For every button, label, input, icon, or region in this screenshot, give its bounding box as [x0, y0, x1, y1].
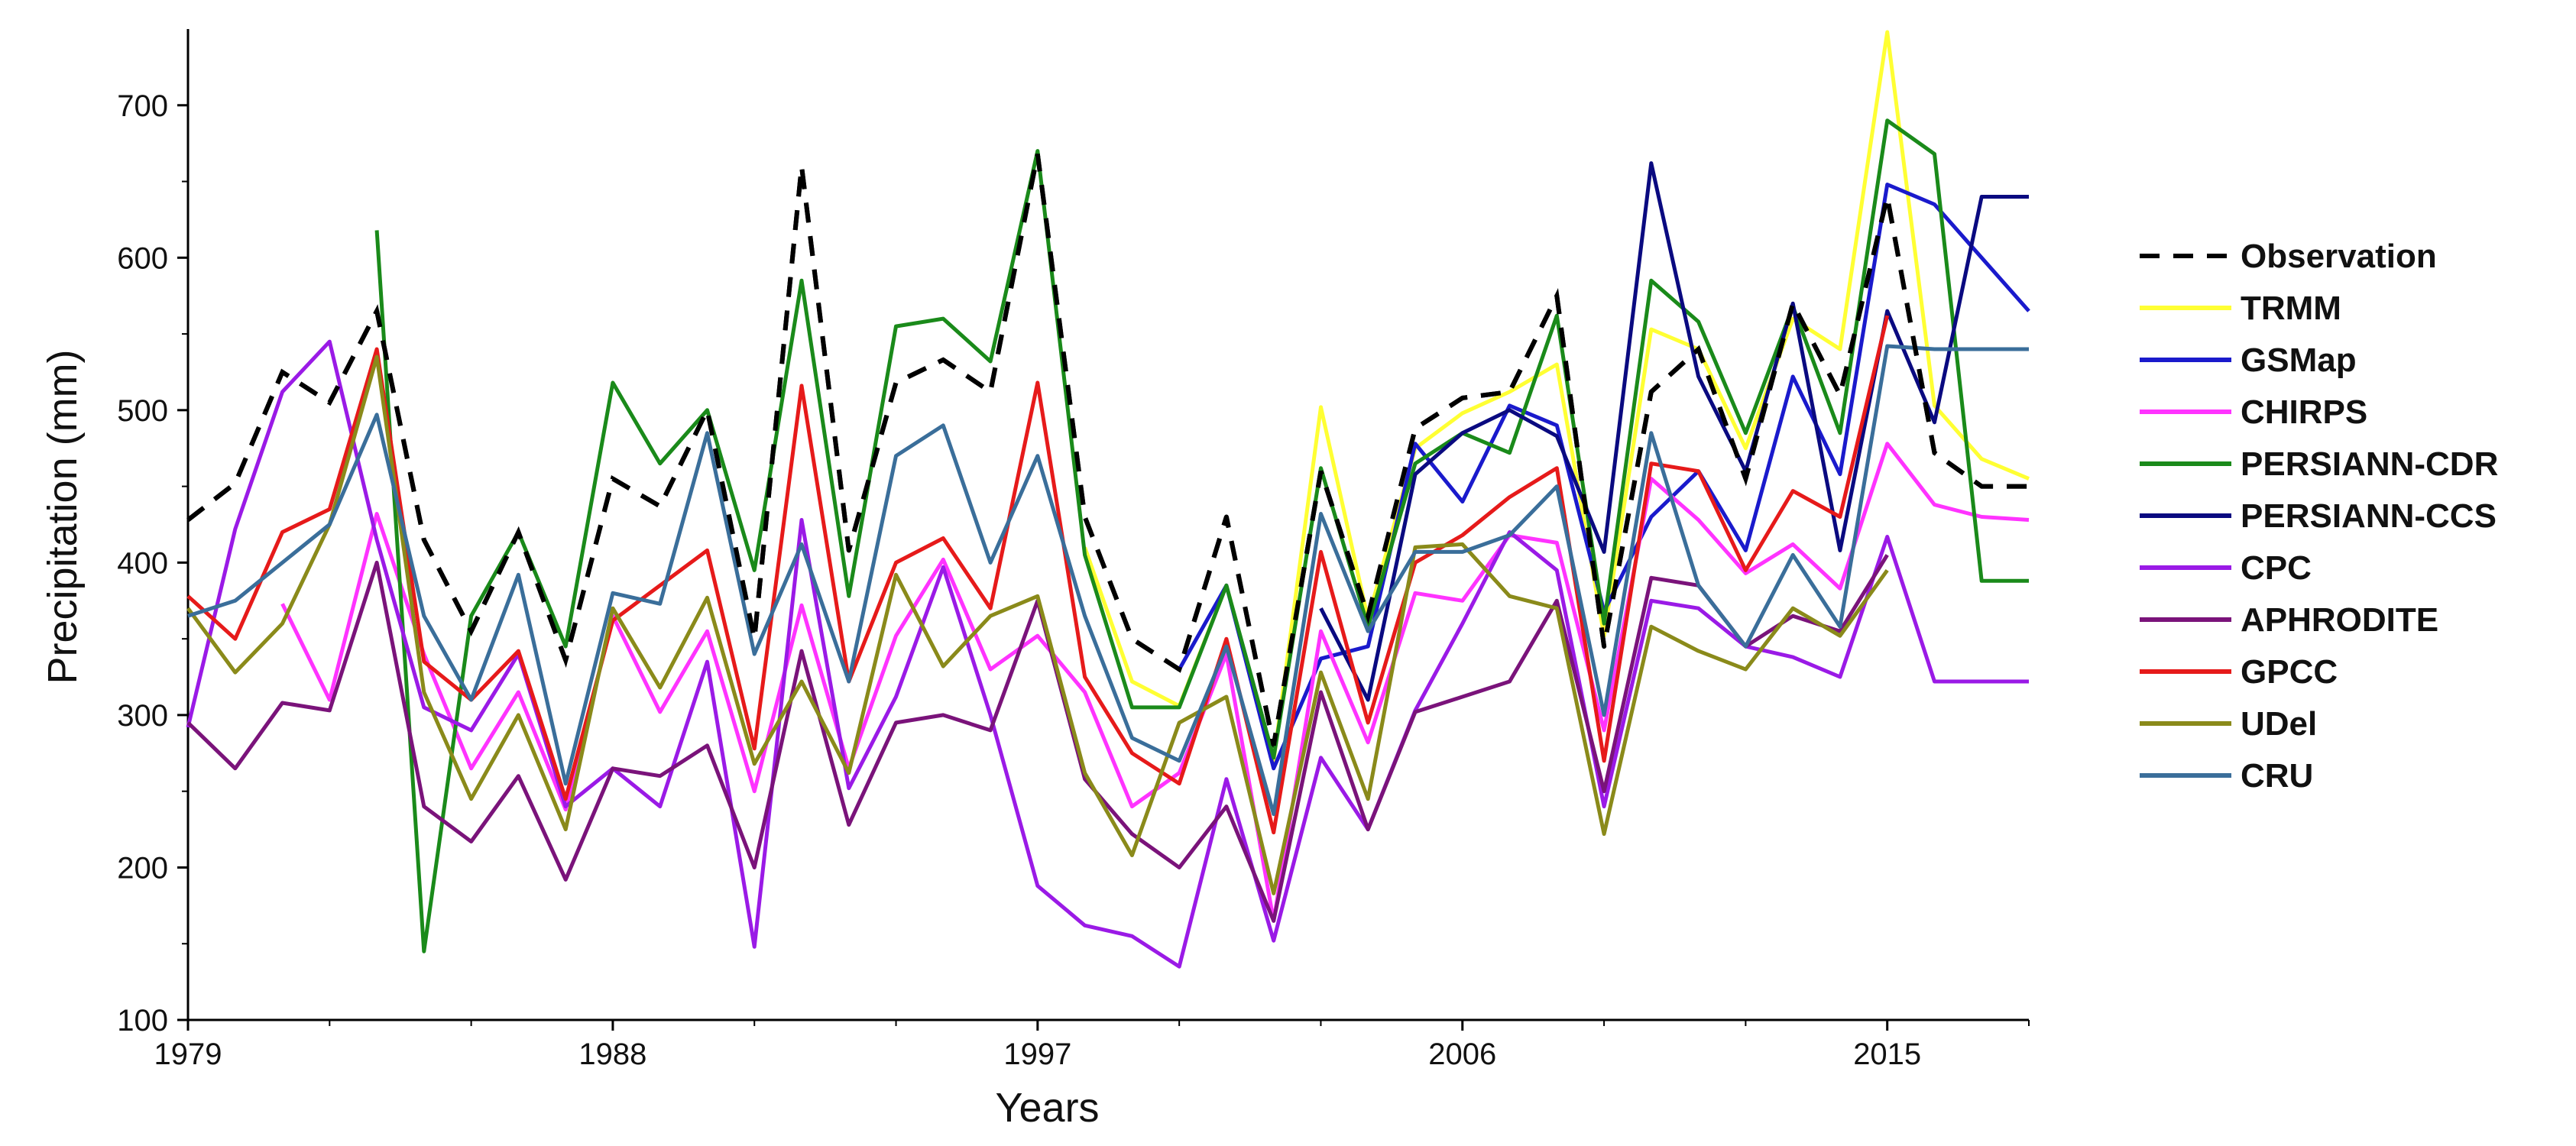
y-tick-label: 400: [117, 546, 168, 580]
legend: Observation TRMM GSMap CHIRPS PERSIANN-CDR PE…: [2140, 238, 2498, 795]
label-layer: Years Precipitation (mm): [40, 349, 1100, 1131]
legend-label: APHRODITE: [2241, 601, 2438, 639]
x-tick-label: 1988: [578, 1038, 646, 1071]
y-tick-label: 100: [117, 1004, 168, 1038]
y-tick-label: 600: [117, 241, 168, 275]
legend-label: CPC: [2241, 549, 2312, 587]
legend-label: PERSIANN-CCS: [2241, 497, 2497, 535]
series-line-persiann-ccs: [1319, 161, 2029, 702]
y-tick-label: 300: [117, 699, 168, 733]
y-tick-label: 500: [117, 394, 168, 428]
series-line-observation-overlay: [186, 154, 2029, 746]
y-axis-title: Precipitation (mm): [40, 349, 86, 684]
legend-label: TRMM: [2241, 290, 2341, 327]
x-tick-label: 2006: [1428, 1038, 1496, 1071]
legend-label: UDel: [2241, 705, 2317, 743]
series-line-persiann-cdr: [374, 118, 2029, 953]
legend-label: CHIRPS: [2241, 393, 2367, 431]
legend-label: CRU: [2241, 757, 2313, 795]
y-tick-label: 200: [117, 851, 168, 885]
axes-layer: 100 200 300 400 500 600 700 1979 1988 1997 2006 201…: [117, 29, 2030, 1071]
x-axis-title: Years: [995, 1085, 1099, 1131]
series-line-udel: [186, 354, 1889, 895]
x-tick-label: 1979: [154, 1038, 222, 1071]
legend-label: Observation: [2241, 238, 2437, 275]
series-line-cru: [187, 344, 2029, 817]
legend-label: GPCC: [2241, 653, 2338, 691]
series-line-cpc: [186, 339, 2029, 969]
legend-label: PERSIANN-CDR: [2241, 445, 2498, 483]
x-tick-label: 2015: [1853, 1038, 1921, 1071]
y-tick-label: 700: [117, 89, 168, 123]
legend-label: GSMap: [2241, 342, 2357, 379]
x-tick-label: 1997: [1003, 1038, 1071, 1071]
series-layer: [186, 30, 2030, 969]
